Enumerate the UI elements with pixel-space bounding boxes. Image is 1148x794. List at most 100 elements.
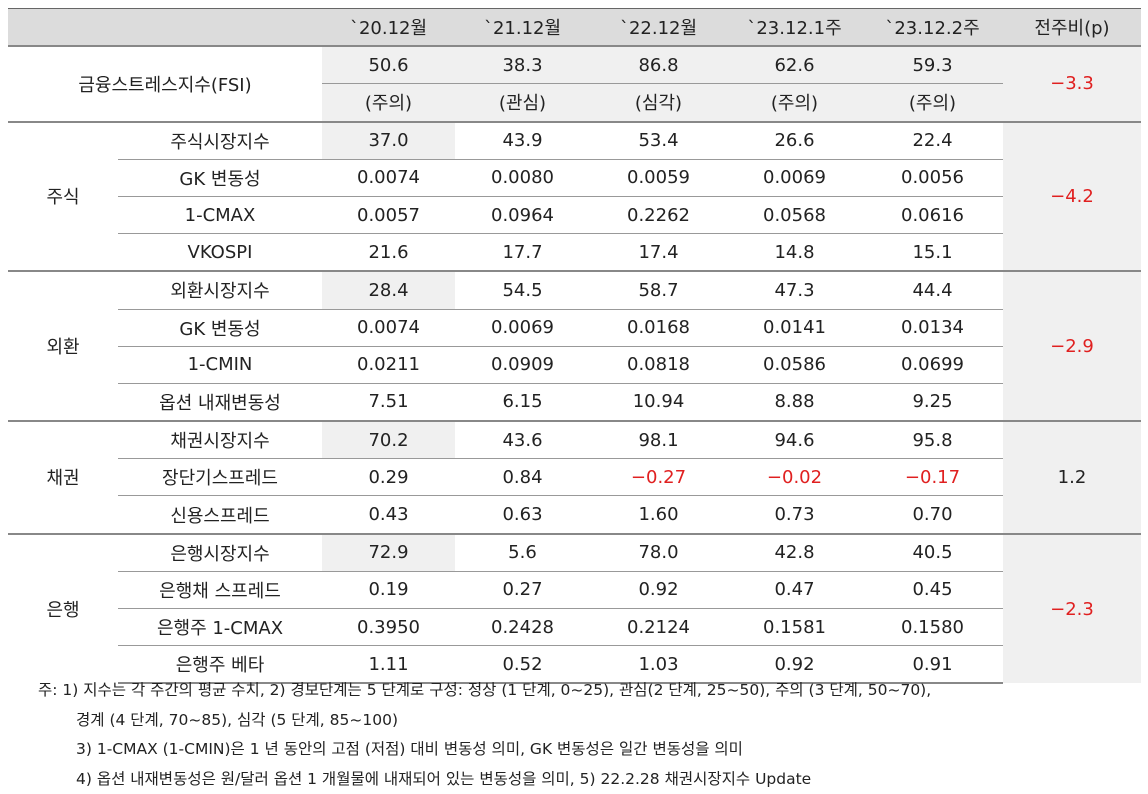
cell: 78.0 — [590, 534, 727, 572]
cell: 37.0 — [322, 122, 455, 160]
cell: 0.70 — [862, 496, 1003, 534]
cell: 43.6 — [455, 421, 590, 459]
cell: 0.47 — [727, 571, 862, 608]
cell: 6.15 — [455, 383, 590, 421]
cell: (주의) — [727, 84, 862, 122]
cell: 0.45 — [862, 571, 1003, 608]
cell: 0.0069 — [727, 159, 862, 196]
cell: 98.1 — [590, 421, 727, 459]
cell: 0.63 — [455, 496, 590, 534]
row-label: 1-CMAX — [118, 196, 322, 233]
cell: 0.3950 — [322, 609, 455, 646]
header-cell: `21.12월 — [455, 9, 590, 47]
cell: 47.3 — [727, 271, 862, 309]
cell: 38.3 — [455, 46, 590, 84]
cell: 0.0056 — [862, 159, 1003, 196]
cell: 59.3 — [862, 46, 1003, 84]
row-label: GK 변동성 — [118, 159, 322, 196]
change-cell: −2.9 — [1003, 271, 1141, 421]
row-label: 은행주 1-CMAX — [118, 609, 322, 646]
cell: (주의) — [322, 84, 455, 122]
row-label: 옵션 내재변동성 — [118, 383, 322, 421]
note-line: 4) 옵션 내재변동성은 원/달러 옵션 1 개월물에 내재되어 있는 변동성을… — [38, 765, 931, 794]
row-label: VKOSPI — [118, 234, 322, 272]
group-label: 채권 — [8, 421, 118, 534]
cell: 26.6 — [727, 122, 862, 160]
row-label: 신용스프레드 — [118, 496, 322, 534]
cell: 0.1581 — [727, 609, 862, 646]
header-cell: `22.12월 — [590, 9, 727, 47]
cell: 0.0074 — [322, 309, 455, 346]
note-line: 경계 (4 단계, 70~85), 심각 (5 단계, 85~100) — [38, 706, 931, 736]
change-cell: −4.2 — [1003, 122, 1141, 272]
cell: 50.6 — [322, 46, 455, 84]
row-label: 금융스트레스지수(FSI) — [8, 46, 322, 121]
cell: 17.4 — [590, 234, 727, 272]
note-line: 주: 1) 지수는 각 주간의 평균 수치, 2) 경보단계는 5 단계로 구성… — [38, 676, 931, 706]
cell: 0.0568 — [727, 196, 862, 233]
note-line: 3) 1-CMAX (1-CMIN)은 1 년 동안의 고점 (저점) 대비 변… — [38, 735, 931, 765]
change-cell: −2.3 — [1003, 534, 1141, 684]
row-label: 1-CMIN — [118, 346, 322, 383]
cell: 70.2 — [322, 421, 455, 459]
cell: −0.27 — [590, 459, 727, 496]
cell: 5.6 — [455, 534, 590, 572]
cell: 17.7 — [455, 234, 590, 272]
cell: 0.1580 — [862, 609, 1003, 646]
cell: 7.51 — [322, 383, 455, 421]
row-label: 채권시장지수 — [118, 421, 322, 459]
cell: 0.0069 — [455, 309, 590, 346]
cell: 0.19 — [322, 571, 455, 608]
cell: 43.9 — [455, 122, 590, 160]
cell: (주의) — [862, 84, 1003, 122]
cell: 0.0134 — [862, 309, 1003, 346]
cell: 40.5 — [862, 534, 1003, 572]
cell: 42.8 — [727, 534, 862, 572]
change-cell: −3.3 — [1003, 46, 1141, 121]
row-label: 외환시장지수 — [118, 271, 322, 309]
row-label: 은행시장지수 — [118, 534, 322, 572]
cell: 0.0074 — [322, 159, 455, 196]
row-label: GK 변동성 — [118, 309, 322, 346]
cell: 0.27 — [455, 571, 590, 608]
change-cell: 1.2 — [1003, 421, 1141, 534]
cell: 0.0059 — [590, 159, 727, 196]
cell: 72.9 — [322, 534, 455, 572]
cell: 0.0909 — [455, 346, 590, 383]
cell: −0.17 — [862, 459, 1003, 496]
cell: 0.0616 — [862, 196, 1003, 233]
cell: 94.6 — [727, 421, 862, 459]
cell: 0.2124 — [590, 609, 727, 646]
cell: 14.8 — [727, 234, 862, 272]
cell: 15.1 — [862, 234, 1003, 272]
cell: 22.4 — [862, 122, 1003, 160]
cell: 0.73 — [727, 496, 862, 534]
cell: 0.0211 — [322, 346, 455, 383]
cell: 95.8 — [862, 421, 1003, 459]
cell: 0.0586 — [727, 346, 862, 383]
header-cell — [8, 9, 322, 47]
cell: 9.25 — [862, 383, 1003, 421]
cell: 86.8 — [590, 46, 727, 84]
cell: 44.4 — [862, 271, 1003, 309]
group-label: 주식 — [8, 122, 118, 272]
cell: 0.0057 — [322, 196, 455, 233]
cell: 0.84 — [455, 459, 590, 496]
cell: 53.4 — [590, 122, 727, 160]
cell: 28.4 — [322, 271, 455, 309]
